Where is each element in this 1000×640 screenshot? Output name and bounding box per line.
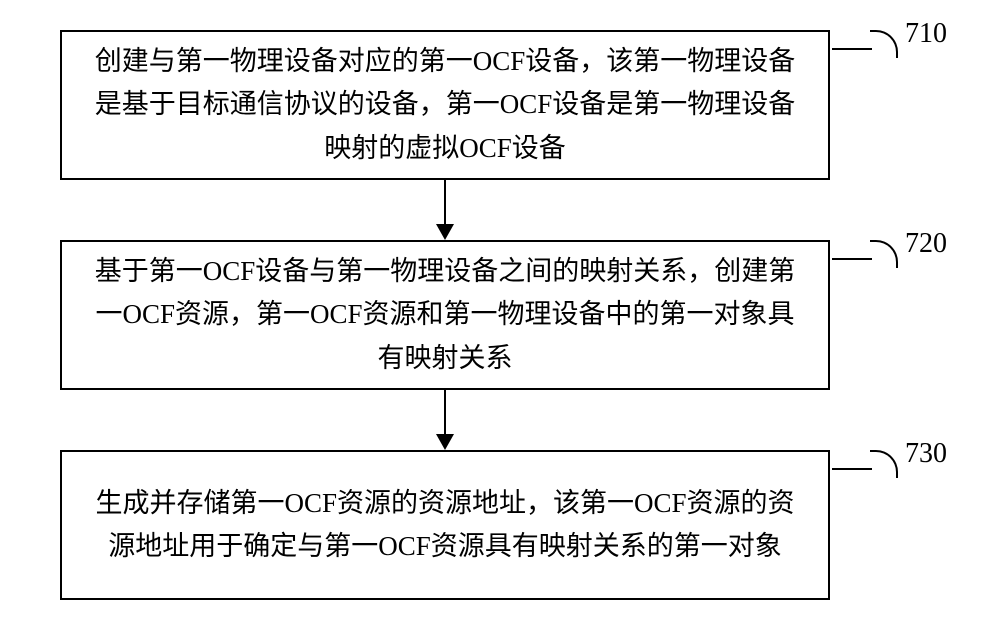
- callout-line-1: [832, 48, 872, 50]
- flow-step-3-text: 生成并存储第一OCF资源的资源地址，该第一OCF资源的资源地址用于确定与第一OC…: [82, 482, 808, 568]
- arrow-2-head: [436, 434, 454, 450]
- flow-step-3: 生成并存储第一OCF资源的资源地址，该第一OCF资源的资源地址用于确定与第一OC…: [60, 450, 830, 600]
- arrow-2-line: [444, 390, 446, 434]
- callout-line-3: [832, 468, 872, 470]
- callout-curve-2: [870, 240, 898, 268]
- callout-curve-3: [870, 450, 898, 478]
- step-label-2: 720: [905, 228, 947, 260]
- step-label-1: 710: [905, 18, 947, 50]
- callout-line-2: [832, 258, 872, 260]
- arrow-1-head: [436, 224, 454, 240]
- callout-curve-1: [870, 30, 898, 58]
- flow-step-2-text: 基于第一OCF设备与第一物理设备之间的映射关系，创建第一OCF资源，第一OCF资…: [82, 250, 808, 380]
- step-label-3: 730: [905, 438, 947, 470]
- flow-step-2: 基于第一OCF设备与第一物理设备之间的映射关系，创建第一OCF资源，第一OCF资…: [60, 240, 830, 390]
- arrow-1-line: [444, 180, 446, 224]
- step-label-2-text: 720: [905, 228, 947, 259]
- flow-step-1-text: 创建与第一物理设备对应的第一OCF设备，该第一物理设备是基于目标通信协议的设备，…: [82, 40, 808, 170]
- step-label-1-text: 710: [905, 18, 947, 49]
- step-label-3-text: 730: [905, 438, 947, 469]
- flowchart-canvas: 创建与第一物理设备对应的第一OCF设备，该第一物理设备是基于目标通信协议的设备，…: [0, 0, 1000, 640]
- flow-step-1: 创建与第一物理设备对应的第一OCF设备，该第一物理设备是基于目标通信协议的设备，…: [60, 30, 830, 180]
